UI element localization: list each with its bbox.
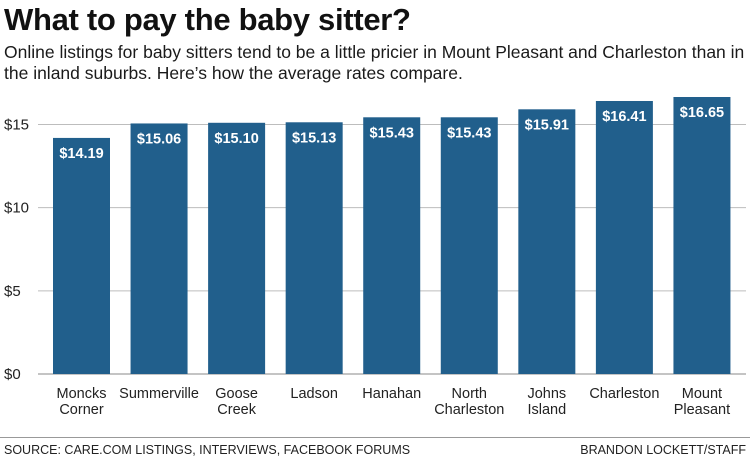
x-category-label: Charleston	[589, 386, 659, 402]
x-category-label: North Charleston	[434, 386, 504, 418]
x-category-label: Ladson	[290, 386, 338, 402]
bar-value-label: $15.43	[447, 125, 491, 141]
credit-note: BRANDON LOCKETT/STAFF	[580, 443, 746, 457]
x-category-label: Summerville	[119, 386, 199, 402]
bar	[53, 137, 110, 374]
y-tick-label: $10	[4, 200, 29, 217]
bar-value-label: $15.13	[292, 130, 336, 146]
bar	[363, 117, 421, 375]
x-category-label: Goose Creek	[215, 386, 258, 418]
bar-value-label: $15.10	[214, 131, 258, 147]
bar-value-label: $15.91	[525, 117, 569, 133]
bar-value-label: $15.43	[370, 125, 414, 141]
bar-chart: $0 $5 $10 $15 $14.19 $15.06 $15.10 $15.13 $15.4…	[4, 97, 746, 418]
x-axis-category-labels: Moncks Corner Summerville Goose Creek Ladson H…	[57, 386, 731, 418]
y-tick-label: $0	[4, 366, 21, 383]
bar	[440, 117, 498, 375]
bar	[130, 123, 188, 374]
y-tick-label: $5	[4, 283, 21, 300]
bar-value-label: $16.65	[680, 105, 724, 121]
bar-value-label: $16.41	[602, 109, 646, 125]
x-category-label: Johns Island	[527, 386, 566, 418]
bars: $14.19 $15.06 $15.10 $15.13 $15.43 $15.43 $15.…	[53, 97, 731, 375]
chart-title: What to pay the baby sitter?	[4, 2, 411, 37]
x-category-label: Hanahan	[362, 386, 421, 402]
bar-value-label: $15.06	[137, 131, 181, 147]
x-category-label: Moncks Corner	[57, 386, 107, 418]
footer-divider	[0, 437, 750, 438]
y-axis-tick-labels: $0 $5 $10 $15	[4, 116, 29, 383]
bar	[518, 109, 576, 375]
bar	[673, 97, 731, 374]
bar	[595, 100, 653, 374]
y-tick-label: $15	[4, 116, 29, 133]
x-category-label: Mount Pleasant	[674, 386, 730, 418]
bar	[208, 122, 266, 374]
bar	[285, 122, 343, 374]
chart-subtitle: Online listings for baby sitters tend to…	[4, 42, 745, 83]
source-note: SOURCE: CARE.COM LISTINGS, INTERVIEWS, F…	[4, 443, 411, 457]
bar-value-label: $14.19	[59, 146, 103, 162]
